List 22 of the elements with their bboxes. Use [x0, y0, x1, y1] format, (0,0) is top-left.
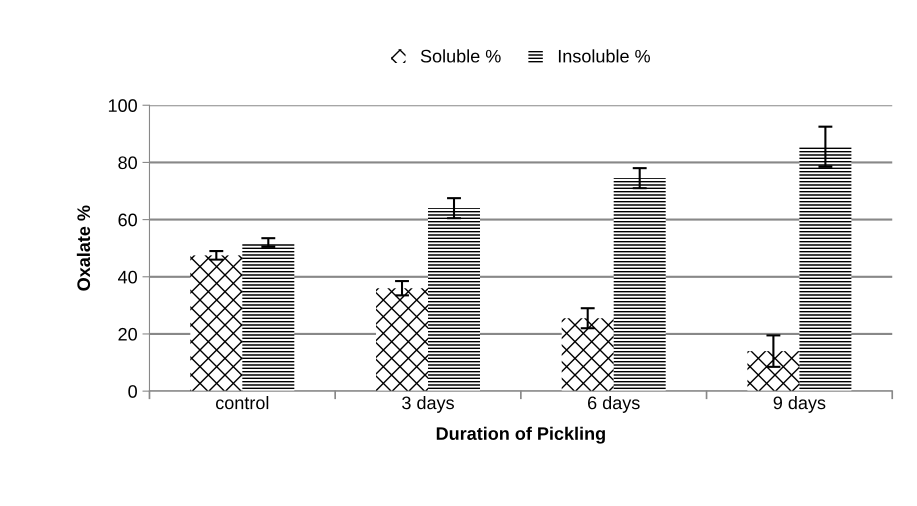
- bar: [562, 318, 614, 392]
- x-axis-title: Duration of Pickling: [436, 426, 605, 444]
- x-tick-label: control: [216, 396, 268, 410]
- bar: [799, 146, 852, 392]
- bar: [428, 208, 480, 392]
- bar: [376, 288, 428, 392]
- bar: [242, 242, 294, 392]
- legend-label: Insoluble %: [558, 49, 650, 63]
- x-tick-label: 3 days: [402, 396, 454, 413]
- y-axis-title: Oxalate %: [76, 206, 90, 291]
- x-tick-label: 6 days: [588, 396, 640, 413]
- y-tick-label: 100: [108, 99, 137, 112]
- y-tick-label: 20: [118, 328, 137, 341]
- x-tick-label: 9 days: [774, 396, 826, 413]
- bar: [614, 178, 666, 392]
- y-tick-label: 0: [128, 385, 137, 398]
- y-tick-label: 60: [118, 214, 137, 226]
- y-tick-label: 80: [118, 156, 137, 170]
- legend-label: Soluble %: [420, 49, 501, 63]
- y-tick-label: 40: [118, 270, 137, 284]
- bar: [190, 255, 242, 392]
- bar: [747, 351, 800, 392]
